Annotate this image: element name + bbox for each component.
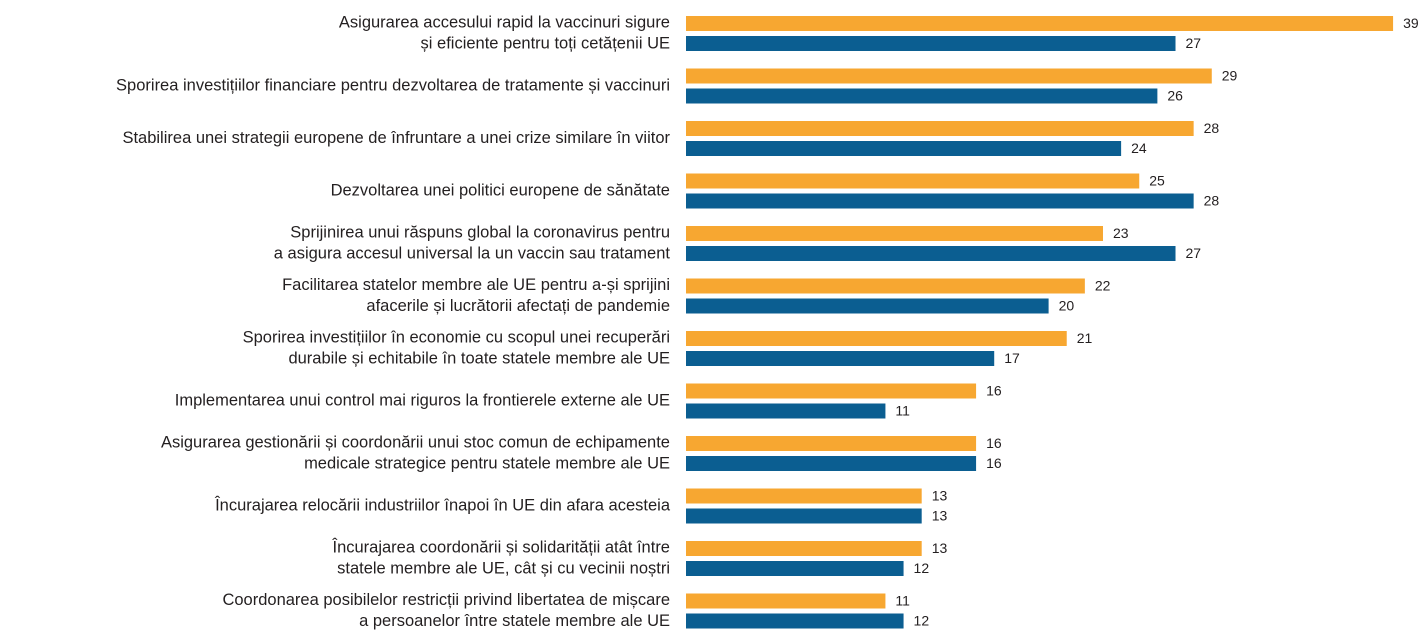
bar — [686, 68, 1212, 84]
category-label: Sprijinirea unui răspuns global la coron… — [290, 223, 670, 241]
category-label: Implementarea unui control mai riguros l… — [175, 391, 670, 409]
bar — [686, 193, 1194, 209]
category-label: a asigura accesul universal la un vaccin… — [274, 244, 671, 262]
category-label: și eficiente pentru toți cetățenii UE — [421, 34, 670, 52]
value-label: 25 — [1149, 173, 1165, 189]
value-label: 20 — [1059, 298, 1075, 314]
value-label: 17 — [1004, 350, 1020, 366]
category-label: afacerile și lucrătorii afectați de pand… — [366, 297, 670, 315]
bar — [686, 16, 1394, 31]
category-label: Sporirea investițiilor financiare pentru… — [116, 76, 670, 94]
category-label: Dezvoltarea unei politici europene de să… — [331, 181, 670, 199]
value-label: 29 — [1222, 68, 1238, 84]
category-label: Facilitarea statelor membre ale UE pentr… — [282, 276, 670, 294]
category-label: medicale strategice pentru statele membr… — [304, 454, 670, 472]
bar — [686, 331, 1067, 346]
value-label: 24 — [1131, 140, 1147, 156]
value-label: 13 — [932, 488, 948, 504]
bar — [686, 383, 977, 399]
value-label: 21 — [1077, 330, 1093, 346]
value-label: 11 — [895, 403, 910, 419]
value-label: 12 — [914, 560, 930, 576]
value-label: 23 — [1113, 225, 1129, 241]
bar — [686, 226, 1103, 241]
bar — [686, 541, 922, 556]
bar — [686, 278, 1085, 294]
value-label: 16 — [986, 455, 1002, 471]
bar — [686, 173, 1140, 189]
bar — [686, 36, 1176, 51]
category-label: Sporirea investițiilor în economie cu sc… — [243, 328, 670, 346]
category-label: Încurajarea relocării industriilor înapo… — [214, 495, 671, 514]
bar — [686, 403, 886, 419]
category-label: Stabilirea unei strategii europene de în… — [122, 129, 670, 147]
value-label: 13 — [932, 540, 948, 556]
bar — [686, 488, 922, 504]
category-label: Asigurarea gestionării și coordonării un… — [161, 433, 670, 451]
value-label: 27 — [1186, 35, 1202, 51]
bar — [686, 298, 1049, 314]
bar — [686, 141, 1122, 156]
bar — [686, 508, 922, 524]
value-label: 26 — [1167, 88, 1183, 104]
value-label: 16 — [986, 435, 1002, 451]
value-label: 22 — [1095, 278, 1111, 294]
bar — [686, 246, 1176, 261]
bar — [686, 351, 995, 366]
category-label: durabile și echitabile în toate statele … — [288, 349, 670, 367]
category-label: Coordonarea posibilelor restricții privi… — [222, 591, 670, 609]
value-label: 16 — [986, 383, 1002, 399]
value-label: 13 — [932, 508, 948, 524]
bar — [686, 456, 977, 471]
category-label: a persoanelor între statele membre ale U… — [359, 612, 670, 630]
value-label: 27 — [1186, 245, 1202, 261]
value-label: 11 — [895, 593, 910, 609]
bar — [686, 593, 886, 609]
bar — [686, 88, 1158, 104]
category-label: Încurajarea coordonării și solidarității… — [331, 537, 670, 556]
bar — [686, 561, 904, 576]
bar — [686, 613, 904, 629]
value-label: 28 — [1204, 120, 1220, 136]
value-label: 12 — [914, 613, 930, 629]
category-label: statele membre ale UE, cât și cu vecinii… — [337, 559, 670, 577]
category-label: Asigurarea accesului rapid la vaccinuri … — [339, 13, 670, 31]
bar — [686, 121, 1194, 136]
value-label: 28 — [1204, 193, 1220, 209]
bar — [686, 436, 977, 451]
value-label: 39 — [1403, 15, 1419, 31]
